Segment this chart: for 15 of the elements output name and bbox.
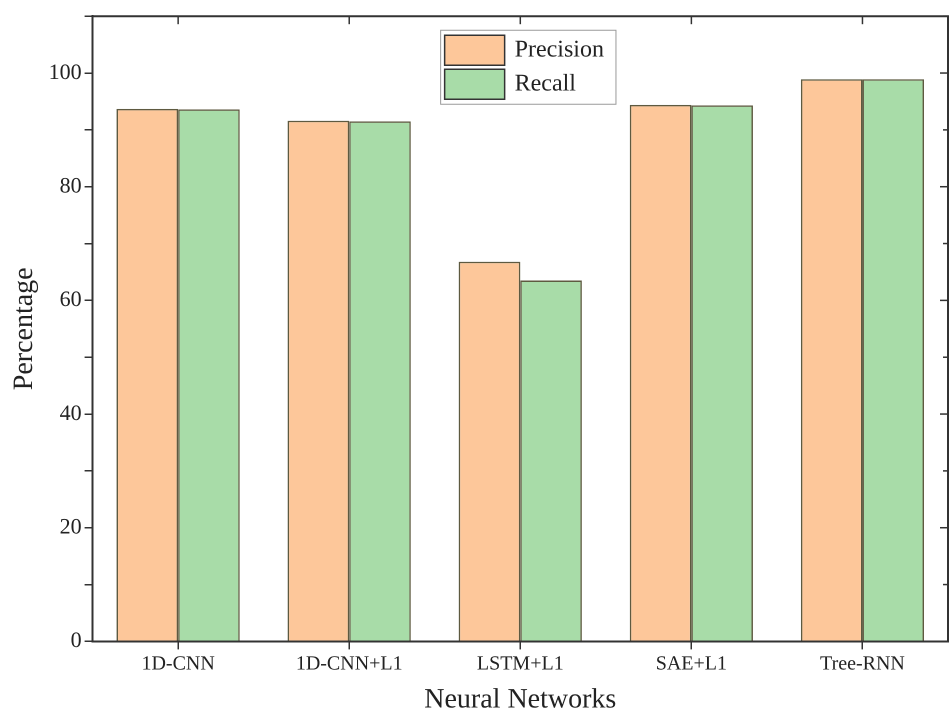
x-tick-label: SAE+L1 — [656, 652, 728, 675]
y-tick-label: 0 — [70, 627, 82, 652]
y-tick-label: 20 — [60, 514, 82, 539]
legend-label: Recall — [514, 70, 576, 96]
y-axis-title: Percentage — [8, 267, 40, 390]
x-tick-label: 1D-CNN+L1 — [296, 652, 403, 675]
y-tick-label: 100 — [48, 58, 82, 84]
y-tick-label: 40 — [60, 400, 82, 425]
x-tick-label: LSTM+L1 — [476, 652, 564, 675]
x-tick-label: 1D-CNN — [141, 652, 215, 675]
x-axis-title: Neural Networks — [424, 684, 616, 715]
x-tick-label: Tree-RNN — [820, 652, 905, 675]
y-tick-label: 60 — [60, 286, 82, 312]
legend-label: Precision — [514, 36, 604, 62]
y-tick-label: 80 — [60, 172, 82, 198]
